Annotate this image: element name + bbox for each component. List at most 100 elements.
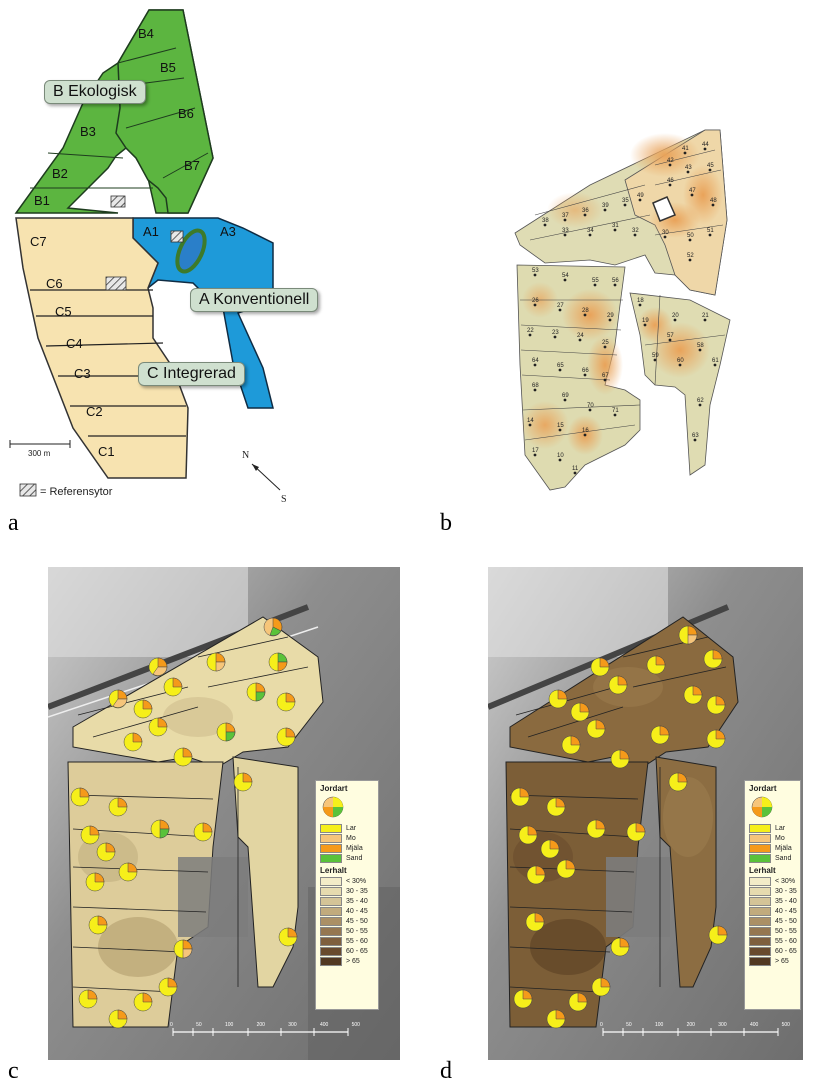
- legend-swatch: [749, 853, 771, 863]
- map-d: Jordart Lar Mo Mjäla Sand Lerhalt < 30% …: [488, 567, 803, 1060]
- legend-swatch: [320, 833, 342, 843]
- scale-tick-label: 200: [686, 1022, 695, 1028]
- reference-area-b1: [110, 195, 126, 208]
- south-label: S: [281, 494, 287, 505]
- legend-swatch: [749, 896, 771, 906]
- panel-label-b: b: [440, 510, 452, 536]
- legend-swatch: [749, 843, 771, 853]
- field-label: B1: [34, 193, 50, 208]
- field-label: A1: [143, 224, 159, 239]
- legend-swatch: [749, 936, 771, 946]
- legend-label: 30 - 35: [775, 887, 797, 895]
- legend-swatch: [749, 906, 771, 916]
- legend-swatch: [320, 876, 342, 886]
- legend-label: 40 - 45: [346, 907, 368, 915]
- callout-integrerad: C Integrerad: [138, 362, 245, 386]
- legend-label: 40 - 45: [775, 907, 797, 915]
- legend-swatch: [749, 946, 771, 956]
- scale-tick-label: 0: [170, 1022, 173, 1028]
- legend-swatch: [749, 956, 771, 966]
- legend-swatch: [320, 843, 342, 853]
- legend-swatch: [320, 896, 342, 906]
- field-label: C5: [55, 304, 72, 319]
- legend-title-clay: Lerhalt: [749, 866, 776, 875]
- legend-swatch: [749, 916, 771, 926]
- scale-tick-label: 200: [256, 1022, 265, 1028]
- legend-label: 45 - 50: [775, 917, 797, 925]
- legend-title-soil: Jordart: [320, 784, 348, 793]
- scale-tick-label: 0: [600, 1022, 603, 1028]
- legend-swatch: [749, 886, 771, 896]
- reference-legend-label: = Referensytor: [40, 486, 113, 498]
- field-label: C2: [86, 404, 103, 419]
- legend-label: 55 - 60: [775, 937, 797, 945]
- scale-tick-label: 100: [224, 1022, 234, 1028]
- scale-tick-label: 500: [781, 1022, 790, 1028]
- panel-label-a: a: [8, 510, 19, 536]
- soil-pies: [70, 617, 298, 1029]
- scale-tick-label: 400: [749, 1022, 759, 1028]
- scale-tick-label: 50: [626, 1022, 632, 1028]
- legend-label: < 30%: [346, 877, 367, 885]
- legend-label: Lar: [346, 824, 357, 832]
- legend-label: Lar: [775, 824, 786, 832]
- legend-label: Sand: [346, 854, 363, 862]
- field-label: B7: [184, 158, 200, 173]
- field-label: B5: [160, 60, 176, 75]
- legend-label: 60 - 65: [346, 947, 368, 955]
- legend-swatch: [320, 916, 342, 926]
- field-label: C7: [30, 234, 47, 249]
- map-b: [505, 125, 745, 500]
- map-a: B4 B5 B6 B3 B7 B2 B1 A1 A3 C7 C6 C5 C4 C…: [8, 8, 338, 520]
- reference-area-a1: [170, 230, 184, 243]
- legend-label: 55 - 60: [346, 937, 368, 945]
- legend-label: 60 - 65: [775, 947, 797, 955]
- legend-label: 45 - 50: [346, 917, 368, 925]
- legend-title-soil: Jordart: [749, 784, 777, 793]
- field-label: C1: [98, 444, 115, 459]
- legend-swatch: [320, 946, 342, 956]
- legend-swatch: [320, 886, 342, 896]
- scale-label: 300 m: [28, 449, 51, 458]
- legend-swatch: [320, 853, 342, 863]
- map-c: Jordart Lar Mo Mjäla Sand Lerhalt < 30% …: [48, 567, 400, 1060]
- north-label: N: [242, 450, 249, 461]
- callout-konventionell: A Konventionell: [190, 288, 319, 312]
- hatch-swatch-icon: [19, 483, 37, 497]
- field-map-a: B4 B5 B6 B3 B7 B2 B1 A1 A3 C7 C6 C5 C4 C…: [9, 9, 287, 505]
- legend-swatch: [749, 926, 771, 936]
- legend-label: 35 - 40: [346, 897, 368, 905]
- legend-c: Jordart Lar Mo Mjäla Sand Lerhalt < 30% …: [315, 780, 379, 1010]
- pie-symbol-icon: [322, 796, 344, 818]
- scale-bar-d: 0 50 100 200 300 400 500: [600, 1022, 790, 1028]
- field-label: C6: [46, 276, 63, 291]
- reference-area-c6: [105, 276, 127, 291]
- legend-swatch: [749, 876, 771, 886]
- field-label: B6: [178, 106, 194, 121]
- legend-swatch: [320, 926, 342, 936]
- legend-label: Mjäla: [775, 844, 792, 852]
- legend-swatch: [320, 823, 342, 833]
- legend-label: Mo: [775, 834, 785, 842]
- legend-label: > 65: [346, 957, 360, 965]
- sampling-map-b: [514, 129, 731, 491]
- legend-label: 35 - 40: [775, 897, 797, 905]
- field-label: C4: [66, 336, 83, 351]
- field-label: B4: [138, 26, 154, 41]
- legend-label: Sand: [775, 854, 792, 862]
- scale-bar-c: 0 50 100 200 300 400 500: [170, 1022, 360, 1028]
- legend-label: Mjäla: [346, 844, 363, 852]
- legend-title-clay: Lerhalt: [320, 866, 347, 875]
- scale-tick-label: 400: [319, 1022, 329, 1028]
- soil-pies: [510, 625, 728, 1029]
- legend-swatch: [320, 956, 342, 966]
- sample-points: [528, 147, 717, 475]
- legend-label: 50 - 55: [346, 927, 368, 935]
- field-label: B2: [52, 166, 68, 181]
- panel-label-d: d: [440, 1058, 452, 1084]
- legend-label: < 30%: [775, 877, 796, 885]
- legend-d: Jordart Lar Mo Mjäla Sand Lerhalt < 30% …: [744, 780, 801, 1010]
- legend-label: 30 - 35: [346, 887, 368, 895]
- pie-symbol-icon: [751, 796, 773, 818]
- callout-ekologisk: B Ekologisk: [44, 80, 146, 104]
